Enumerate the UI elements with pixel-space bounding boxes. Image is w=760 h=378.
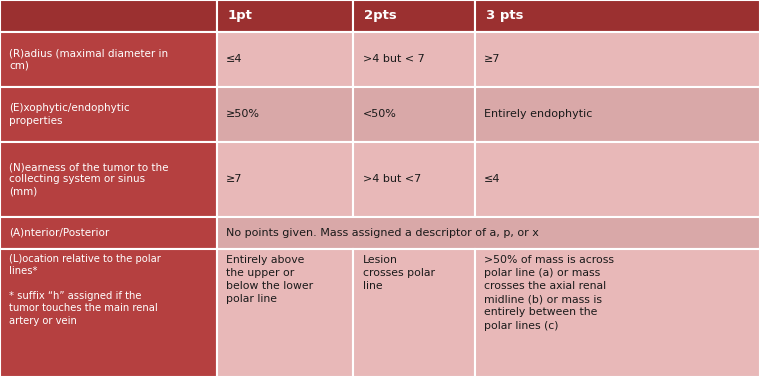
Text: Entirely endophytic: Entirely endophytic <box>484 110 593 119</box>
Bar <box>217 87 353 142</box>
Text: ≤4: ≤4 <box>226 54 242 65</box>
Bar <box>0 87 217 142</box>
Text: >4 but < 7: >4 but < 7 <box>363 54 424 65</box>
Bar <box>475 249 760 377</box>
Bar <box>0 32 217 87</box>
Bar <box>475 32 760 87</box>
Bar <box>217 32 353 87</box>
Text: 3 pts: 3 pts <box>486 9 523 23</box>
Text: (N)earness of the tumor to the
collecting system or sinus
(mm): (N)earness of the tumor to the collectin… <box>9 162 169 197</box>
Text: >50% of mass is across
polar line (a) or mass
crosses the axial renal
midline (b: >50% of mass is across polar line (a) or… <box>484 255 614 331</box>
Bar <box>475 142 760 217</box>
Text: (A)nterior/Posterior: (A)nterior/Posterior <box>9 228 109 238</box>
Bar <box>353 87 475 142</box>
Bar <box>217 249 353 377</box>
Bar <box>0 249 217 377</box>
Text: >4 but <7: >4 but <7 <box>363 175 421 184</box>
Text: 2pts: 2pts <box>364 9 397 23</box>
Text: ≤4: ≤4 <box>484 175 501 184</box>
Text: (R)adius (maximal diameter in
cm): (R)adius (maximal diameter in cm) <box>9 48 168 71</box>
Bar <box>0 0 217 32</box>
Bar <box>475 87 760 142</box>
Bar <box>353 0 475 32</box>
Text: ≥7: ≥7 <box>226 175 242 184</box>
Text: Lesion
crosses polar
line: Lesion crosses polar line <box>363 255 435 291</box>
Text: ≥50%: ≥50% <box>226 110 260 119</box>
Text: <50%: <50% <box>363 110 397 119</box>
Text: Entirely above
the upper or
below the lower
polar line: Entirely above the upper or below the lo… <box>226 255 313 304</box>
Bar <box>475 0 760 32</box>
Bar <box>0 142 217 217</box>
Text: ≥7: ≥7 <box>484 54 501 65</box>
Bar <box>0 217 217 249</box>
Text: 1pt: 1pt <box>227 9 252 23</box>
Bar <box>353 249 475 377</box>
Bar <box>353 32 475 87</box>
Bar <box>217 217 760 249</box>
Bar <box>217 0 353 32</box>
Bar <box>217 142 353 217</box>
Text: (E)xophytic/endophytic
properties: (E)xophytic/endophytic properties <box>9 103 130 126</box>
Text: (L)ocation relative to the polar
lines*

* suffix “h” assigned if the
tumor touc: (L)ocation relative to the polar lines* … <box>9 254 161 325</box>
Text: No points given. Mass assigned a descriptor of a, p, or x: No points given. Mass assigned a descrip… <box>226 228 539 238</box>
Bar <box>353 142 475 217</box>
